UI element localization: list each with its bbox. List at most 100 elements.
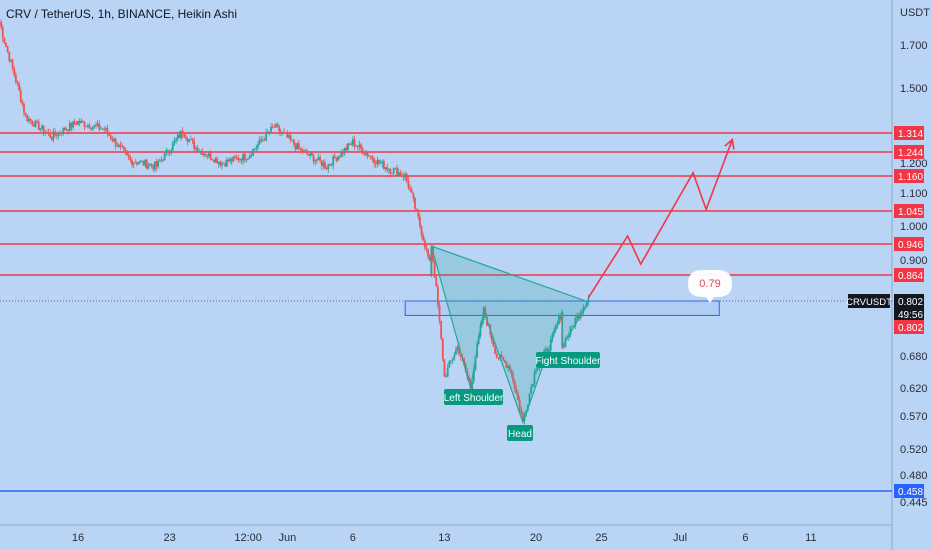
candle-body [343, 147, 346, 154]
candle-body [175, 138, 178, 141]
candle-body [279, 131, 282, 133]
candle-body [198, 151, 200, 153]
projection-path[interactable] [587, 139, 734, 299]
candle-body [132, 162, 135, 165]
candle-body [170, 149, 173, 153]
candle-body [28, 118, 30, 122]
candle-body [515, 388, 518, 394]
candle-body [181, 130, 184, 135]
candle-body [505, 362, 508, 368]
candle-body [443, 359, 446, 377]
current-price-tag: CRVUSDT 0.802 49:56 0.802 [846, 294, 924, 334]
price-tick-3: 1.100 [900, 188, 928, 200]
candle-body [433, 260, 436, 278]
candle-body [104, 128, 107, 130]
candle-body [217, 161, 220, 164]
level-label-6: 0.458 [898, 487, 923, 498]
candle-body [265, 131, 268, 141]
candle-body [335, 158, 338, 161]
candle-body [19, 90, 22, 102]
candle-body [65, 129, 68, 131]
candle-body [31, 120, 34, 125]
candle-body [463, 358, 465, 365]
candle-body [139, 160, 142, 163]
candle-body [185, 137, 187, 140]
candle-body [312, 155, 315, 162]
candle-body [401, 175, 403, 177]
candle-body [284, 132, 287, 134]
candle-body [1, 27, 4, 38]
head-text: Head [508, 429, 532, 440]
candle-body [83, 121, 86, 127]
candle-body [135, 162, 138, 165]
candle-body [214, 158, 217, 163]
candle-body [386, 167, 389, 170]
candle-body [456, 346, 459, 350]
candle-body [95, 124, 97, 126]
candle-body [551, 333, 554, 340]
candle-body [168, 152, 171, 154]
candle-body [196, 147, 199, 153]
candle-body [160, 159, 163, 161]
candle-body [548, 350, 551, 352]
candle-body [512, 373, 515, 382]
candle-body [299, 148, 302, 150]
candle-body [381, 161, 384, 164]
candle-body [180, 130, 182, 139]
candle-body [113, 138, 115, 142]
candle-body [86, 124, 89, 127]
candle-body [155, 161, 158, 167]
candle-body [345, 147, 348, 150]
candle-body [173, 140, 176, 143]
candle-body [576, 315, 578, 319]
candle-body [358, 144, 361, 148]
candle-body [445, 376, 447, 378]
candle-body [91, 126, 94, 130]
candle-body [399, 172, 402, 176]
level-label-4: 0.946 [898, 240, 923, 251]
projection-arrowhead [724, 137, 735, 150]
candle-body [559, 316, 562, 320]
candle-body [275, 124, 277, 128]
candle-body [510, 369, 513, 374]
countdown-text: 49:56 [898, 310, 923, 321]
candle-body [374, 162, 377, 165]
candle-body [8, 51, 11, 62]
candle-body [59, 132, 61, 134]
candle-body [306, 151, 308, 155]
candle-body [147, 165, 150, 169]
candle-body [103, 128, 106, 130]
candle-body [242, 153, 245, 161]
candle-body [206, 155, 209, 157]
candle-body [209, 153, 212, 160]
time-tick-0: 16 [72, 532, 84, 544]
candle-body [158, 160, 161, 162]
candle-body [194, 147, 197, 149]
candle-body [49, 132, 52, 138]
candle-body [131, 160, 133, 165]
price-tick-7: 0.620 [900, 383, 928, 395]
candle-body [379, 163, 382, 165]
candle-body [60, 133, 63, 135]
candle-body [29, 118, 32, 121]
candle-body [474, 357, 477, 370]
candle-body [404, 173, 407, 178]
candle-body [278, 126, 281, 132]
candle-body [363, 153, 366, 155]
candle-body [577, 315, 580, 319]
candle-body [225, 159, 228, 167]
candle-body [270, 126, 272, 132]
candle-body [458, 346, 461, 355]
candle-body [26, 115, 29, 122]
candle-body [77, 121, 79, 125]
symbol-title: CRV / TetherUS, 1h, BINANCE, Heikin Ashi [6, 7, 237, 21]
candle-body [211, 159, 214, 161]
candle-body [324, 162, 326, 169]
candle-body [325, 168, 328, 170]
candle-body [355, 146, 357, 148]
candle-body [383, 161, 385, 170]
candle-body [10, 59, 12, 62]
candle-body [257, 144, 259, 148]
candle-body [373, 159, 375, 163]
